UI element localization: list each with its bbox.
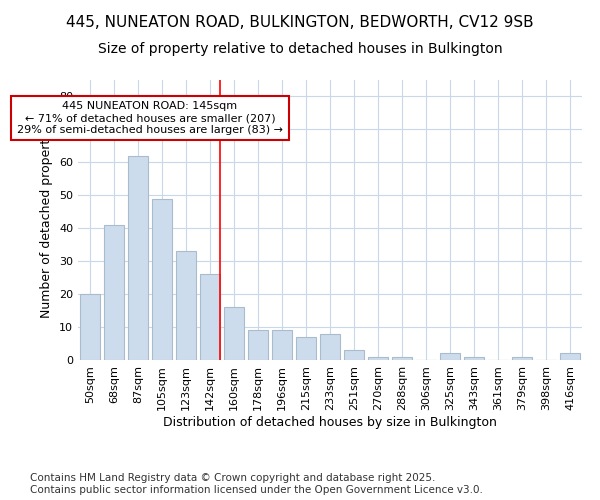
Bar bbox=[128, 156, 148, 360]
Bar bbox=[272, 330, 292, 360]
Text: 445 NUNEATON ROAD: 145sqm
← 71% of detached houses are smaller (207)
29% of semi: 445 NUNEATON ROAD: 145sqm ← 71% of detac… bbox=[17, 102, 283, 134]
Bar bbox=[392, 356, 412, 360]
Bar bbox=[344, 350, 364, 360]
Text: Contains HM Land Registry data © Crown copyright and database right 2025.
Contai: Contains HM Land Registry data © Crown c… bbox=[30, 474, 483, 495]
X-axis label: Distribution of detached houses by size in Bulkington: Distribution of detached houses by size … bbox=[163, 416, 497, 428]
Bar bbox=[464, 356, 484, 360]
Bar bbox=[152, 198, 172, 360]
Bar bbox=[368, 356, 388, 360]
Bar bbox=[176, 252, 196, 360]
Bar bbox=[248, 330, 268, 360]
Bar bbox=[224, 308, 244, 360]
Bar bbox=[560, 354, 580, 360]
Text: 445, NUNEATON ROAD, BULKINGTON, BEDWORTH, CV12 9SB: 445, NUNEATON ROAD, BULKINGTON, BEDWORTH… bbox=[66, 15, 534, 30]
Bar bbox=[80, 294, 100, 360]
Bar bbox=[440, 354, 460, 360]
Bar bbox=[320, 334, 340, 360]
Y-axis label: Number of detached properties: Number of detached properties bbox=[40, 122, 53, 318]
Text: Size of property relative to detached houses in Bulkington: Size of property relative to detached ho… bbox=[98, 42, 502, 56]
Bar bbox=[104, 225, 124, 360]
Bar bbox=[200, 274, 220, 360]
Bar bbox=[296, 337, 316, 360]
Bar bbox=[512, 356, 532, 360]
